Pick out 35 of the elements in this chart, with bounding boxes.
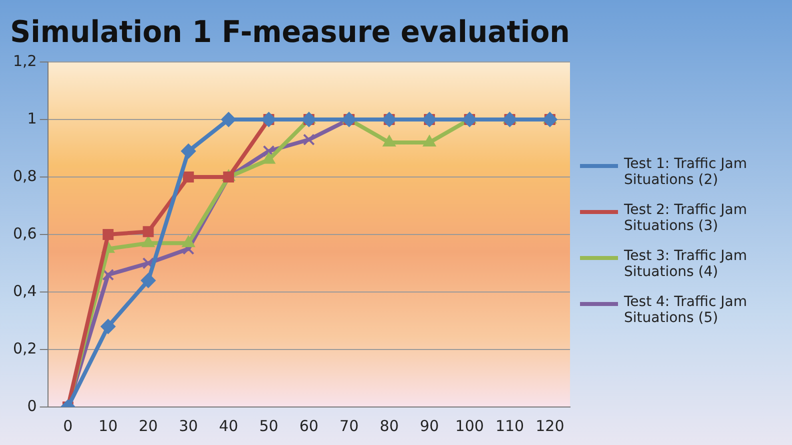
y-tick-label: 0,4	[12, 282, 37, 300]
legend-label: Test 1: Traffic Jam Situations (2)	[624, 156, 748, 188]
x-tick-label: 0	[63, 416, 73, 435]
point	[221, 112, 236, 127]
x-tick-label: 40	[219, 416, 238, 435]
y-tick-label: 1	[27, 109, 37, 128]
point	[142, 226, 154, 238]
point	[262, 145, 275, 158]
y-tick-label: 0,6	[12, 224, 37, 242]
legend-label: Test 2: Traffic Jam Situations (3)	[624, 202, 748, 234]
point	[102, 229, 114, 240]
x-tick-label: 100	[455, 416, 484, 435]
y-tick-label: 1,2	[12, 52, 37, 70]
x-tick-label: 60	[299, 416, 318, 435]
x-tick-label: 20	[138, 416, 158, 435]
x-tick-label: 70	[340, 416, 359, 435]
x-tick-label: 50	[259, 416, 278, 435]
y-tick-label: 0,2	[12, 339, 37, 358]
y-tick-label: 0,8	[12, 166, 37, 185]
point	[302, 134, 315, 146]
point	[140, 273, 156, 288]
point	[102, 268, 114, 281]
point	[100, 319, 116, 334]
legend-label: Test 3: Traffic Jam Situations (4)	[624, 248, 748, 280]
point	[180, 144, 196, 159]
x-tick-label: 120	[536, 416, 564, 435]
x-tick-label: 30	[178, 416, 198, 435]
x-tick-label: 10	[98, 416, 118, 435]
y-tick-label: 0	[27, 396, 37, 415]
legend-label: Test 4: Traffic Jam Situations (5)	[624, 294, 748, 326]
x-tick-label: 110	[495, 416, 524, 435]
x-tick-label: 90	[420, 416, 439, 435]
point	[182, 172, 194, 182]
x-tick-label: 80	[380, 416, 399, 435]
chart-title: Simulation 1 F-measure evaluation	[10, 14, 570, 49]
